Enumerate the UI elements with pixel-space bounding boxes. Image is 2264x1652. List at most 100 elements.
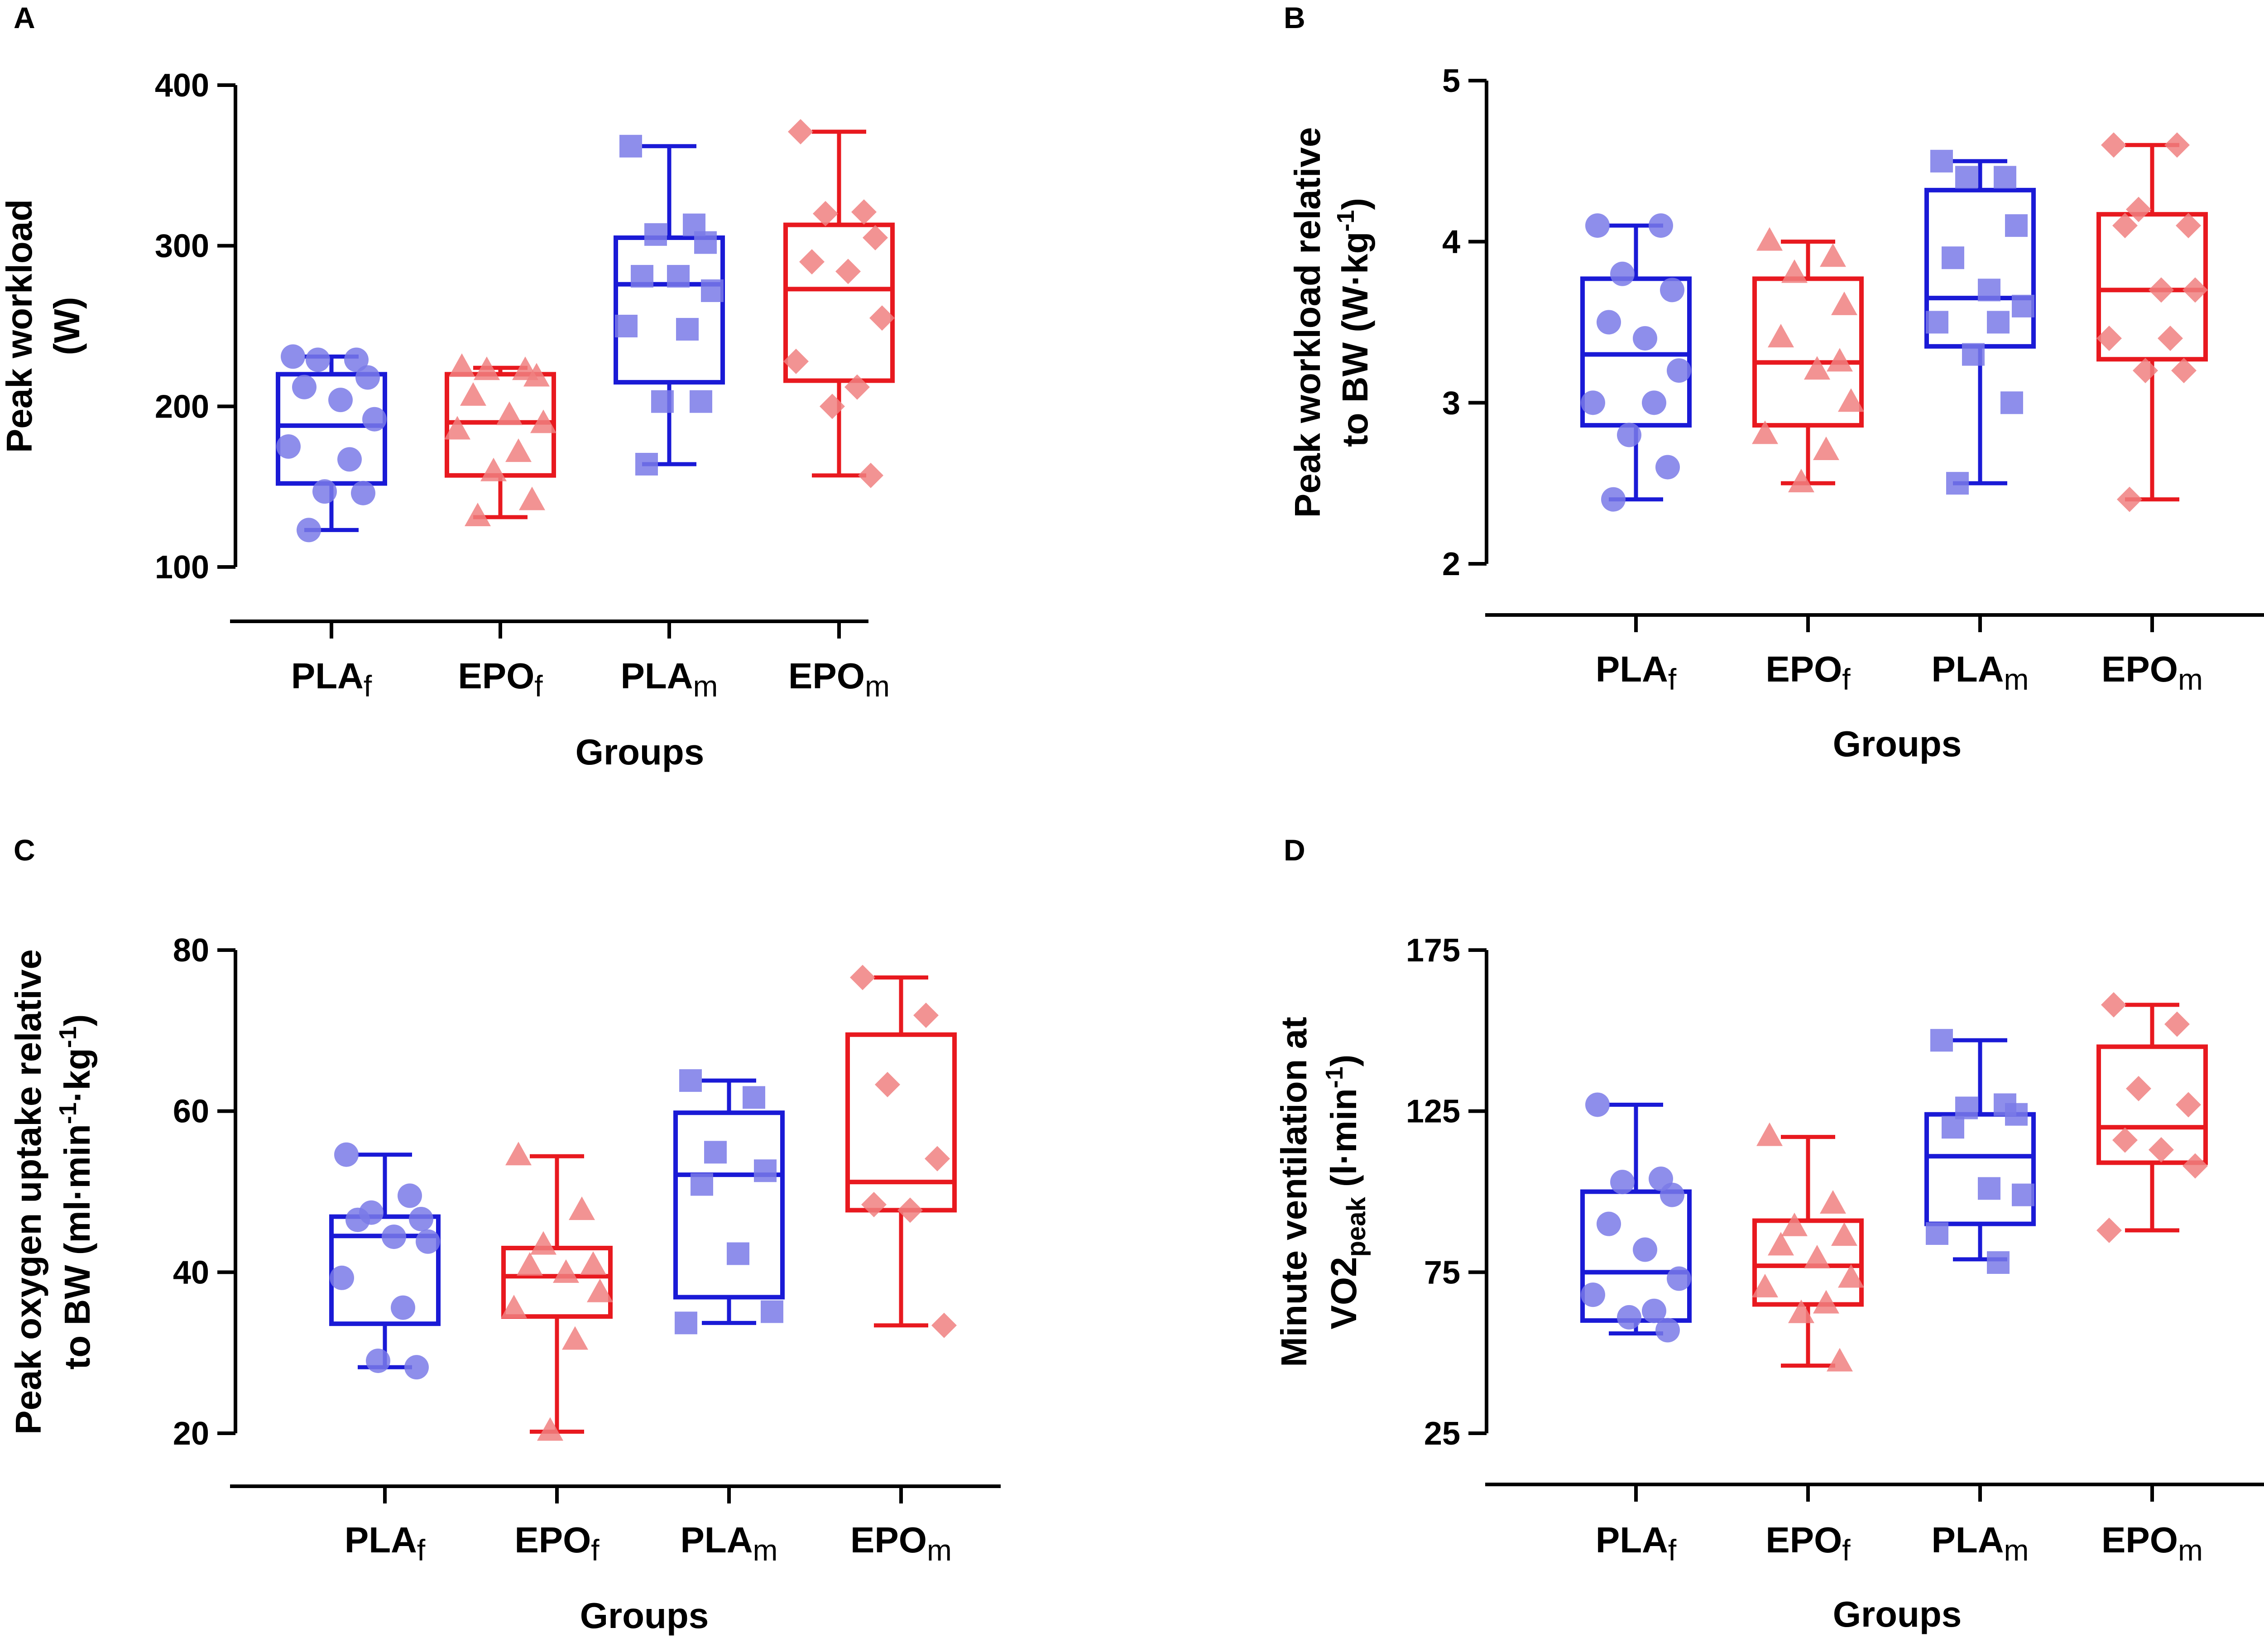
x-tick-label: EPOm <box>850 1520 952 1567</box>
y-tick-label: 75 <box>1424 1254 1460 1291</box>
data-point <box>651 390 674 413</box>
data-point <box>444 416 470 440</box>
data-point <box>362 407 387 432</box>
box-iqr <box>2096 1044 2208 1165</box>
data-point <box>281 344 305 369</box>
data-point <box>701 279 724 302</box>
data-point <box>460 382 486 406</box>
data-point <box>931 1312 957 1338</box>
data-point <box>869 305 895 331</box>
data-point <box>519 486 545 510</box>
data-point <box>1804 1244 1830 1268</box>
data-point <box>1642 1298 1666 1323</box>
data-point <box>1660 278 1684 303</box>
y-tick-label: 300 <box>155 228 209 264</box>
box-group <box>673 1069 785 1335</box>
x-tick-label: EPOf <box>458 656 543 703</box>
data-point <box>2149 277 2174 303</box>
data-point <box>344 347 369 372</box>
data-point <box>537 1417 563 1441</box>
data-point <box>691 1173 713 1196</box>
data-point <box>306 347 330 372</box>
x-tick-label: EPOm <box>788 656 890 703</box>
box-group <box>783 119 895 488</box>
data-point <box>501 1295 527 1319</box>
data-point <box>1597 310 1621 335</box>
data-point <box>1610 1170 1635 1195</box>
data-point <box>496 401 523 425</box>
data-point <box>788 119 813 144</box>
data-point <box>1585 1092 1610 1117</box>
data-point <box>1788 1299 1814 1323</box>
data-point <box>523 363 550 387</box>
data-point <box>382 1225 406 1249</box>
x-tick-label: PLAf <box>291 656 372 703</box>
box-iqr <box>614 235 725 385</box>
box-group <box>1580 213 1692 512</box>
data-point <box>2005 214 2028 237</box>
data-point <box>391 1295 415 1320</box>
y-tick-label: 3 <box>1442 385 1460 421</box>
data-point <box>587 1278 613 1302</box>
box-group <box>1752 1122 1864 1372</box>
data-point <box>858 462 883 488</box>
data-point <box>1955 1096 1978 1119</box>
data-point <box>631 265 653 288</box>
y-axis-title: Peak oxygen uptake relative <box>8 949 48 1435</box>
data-point <box>2126 197 2151 222</box>
data-point <box>2005 1103 2028 1126</box>
data-point <box>337 447 362 472</box>
box-group <box>329 1142 441 1380</box>
y-tick-label: 5 <box>1442 63 1460 99</box>
data-point <box>409 1206 433 1231</box>
data-point <box>297 518 321 543</box>
panel-letter: A <box>14 1 35 34</box>
data-point <box>1813 1290 1839 1314</box>
data-point <box>2133 358 2158 384</box>
data-point <box>743 1086 765 1109</box>
data-point <box>1942 1116 1964 1139</box>
y-axis-title: Peak workload relative <box>1287 127 1328 518</box>
data-point <box>553 1259 579 1283</box>
data-point <box>2126 1076 2151 1101</box>
data-point <box>1655 455 1680 480</box>
y-tick-label: 25 <box>1424 1416 1460 1452</box>
data-point <box>619 134 642 158</box>
data-point <box>1804 356 1830 380</box>
data-point <box>1788 469 1814 493</box>
data-point <box>505 1142 532 1166</box>
data-point <box>615 315 638 337</box>
y-axis-title: (W) <box>47 297 87 355</box>
y-tick-label: 2 <box>1442 546 1460 582</box>
box-group <box>2096 132 2208 512</box>
data-point <box>465 503 491 527</box>
data-point <box>1781 1212 1808 1236</box>
data-point <box>345 1207 370 1232</box>
data-point <box>1820 1190 1846 1214</box>
data-point <box>1617 1305 1641 1330</box>
data-point <box>1633 326 1657 351</box>
data-point <box>1930 1029 1953 1052</box>
data-point <box>875 1071 900 1097</box>
x-tick-label: PLAf <box>1596 649 1677 696</box>
data-point <box>1955 166 1978 189</box>
data-point <box>312 479 337 504</box>
data-point <box>1649 213 1673 238</box>
x-axis-title: Groups <box>576 732 704 772</box>
y-tick-label: 125 <box>1406 1094 1460 1130</box>
y-axis-title: VO2peak (l·min-1) <box>1321 1055 1371 1330</box>
data-point <box>1962 343 1985 366</box>
data-point <box>850 965 875 990</box>
data-point <box>2096 1217 2122 1243</box>
y-tick-label: 4 <box>1442 224 1460 260</box>
data-point <box>2096 326 2122 351</box>
data-point <box>1827 348 1853 372</box>
box-group <box>276 344 387 543</box>
data-point <box>1838 1264 1864 1288</box>
data-point <box>328 388 353 413</box>
data-point <box>1838 388 1864 412</box>
data-point <box>530 1231 556 1255</box>
y-axis-title: to BW (W·kg-1) <box>1332 198 1375 447</box>
data-point <box>1768 324 1794 348</box>
